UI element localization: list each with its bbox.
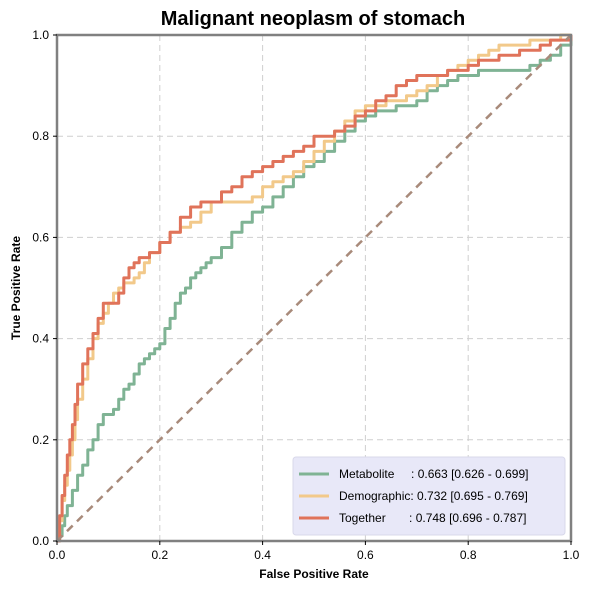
x-tick-label: 0.0: [49, 548, 66, 562]
y-tick-label: 0.4: [32, 332, 49, 346]
y-axis-label: True Positive Rate: [9, 236, 23, 340]
x-axis-label: False Positive Rate: [259, 567, 369, 581]
x-tick-label: 1.0: [563, 548, 580, 562]
y-tick-label: 0.2: [32, 433, 49, 447]
legend-label: Demographic: 0.732 [0.695 - 0.769]: [339, 489, 528, 503]
y-tick-label: 1.0: [32, 28, 49, 42]
series-layer: [56, 33, 573, 543]
legend-label: Metabolite : 0.663 [0.626 - 0.699]: [339, 467, 528, 481]
x-tick-label: 0.6: [357, 548, 374, 562]
chart-title: Malignant neoplasm of stomach: [161, 8, 465, 30]
series-line-together: [57, 35, 573, 543]
x-tick-label: 0.2: [151, 548, 168, 562]
grid-lines: [57, 35, 571, 541]
y-tick-label: 0.6: [32, 230, 49, 244]
x-tick-label: 0.4: [254, 548, 271, 562]
legend-label: Together : 0.748 [0.696 - 0.787]: [339, 511, 526, 525]
x-tick-label: 0.8: [460, 548, 477, 562]
y-tick-label: 0.8: [32, 129, 49, 143]
x-axis-ticks: 0.0 0.2 0.4 0.6 0.8 1.0: [49, 541, 580, 562]
plot-frame: [55, 33, 573, 543]
legend-box: [292, 456, 566, 536]
y-axis-ticks: 0.0 0.2 0.4 0.6 0.8 1.0: [32, 28, 57, 548]
legend: Metabolite : 0.663 [0.626 - 0.699] Demogr…: [292, 456, 566, 536]
y-tick-label: 0.0: [32, 534, 49, 548]
